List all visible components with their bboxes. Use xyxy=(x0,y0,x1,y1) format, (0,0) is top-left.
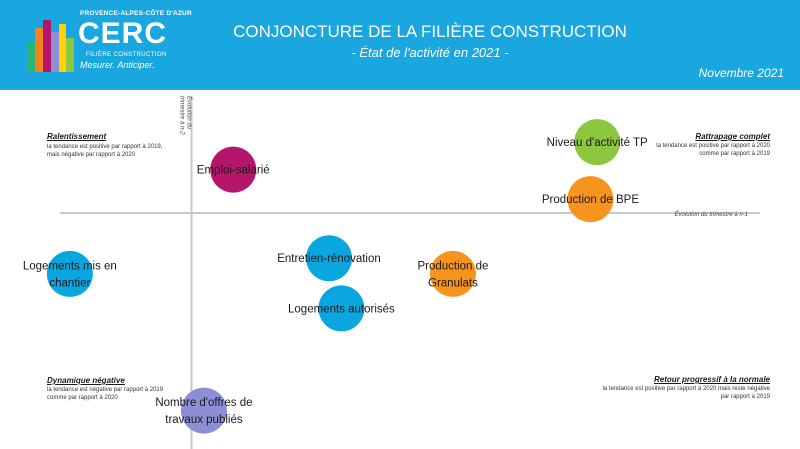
data-point-label-line: Entretien-rénovation xyxy=(277,253,381,265)
logo-tagline: Mesurer. Anticiper. xyxy=(80,60,155,70)
data-point-label: Nombre d'offres de travaux publiés xyxy=(155,397,252,426)
quadrant-title: Rattrapage complet xyxy=(695,132,770,141)
data-point-bubble xyxy=(306,235,353,282)
data-point-label: Production de BPE xyxy=(542,194,640,206)
quadrant-title: Ralentissement xyxy=(47,132,107,141)
data-point-label-line: Logements autorisés xyxy=(288,303,395,315)
data-point-label: Production de Granulats xyxy=(417,260,488,289)
cerc-logo: PROVENCE-ALPES-CÔTE D'AZUR CERC FILIÈRE … xyxy=(20,8,192,84)
building-bars-icon xyxy=(28,20,74,72)
data-point-bubble xyxy=(429,250,476,297)
quadrant-desc-line: comme par rapport à 2020 xyxy=(47,395,118,401)
data-point-label-line: Emploi-salarié xyxy=(197,165,270,177)
data-point-label: Logements autorisés xyxy=(288,303,395,315)
data-point-bubble xyxy=(567,176,614,223)
data-point-label-line: chantier xyxy=(49,277,90,289)
data-point-label: Entretien-rénovation xyxy=(277,253,381,265)
x-axis-label: Évolution du trimestre à n-1 xyxy=(675,211,748,218)
header-bar: PROVENCE-ALPES-CÔTE D'AZUR CERC FILIÈRE … xyxy=(0,0,800,90)
data-point-bubble xyxy=(46,250,93,297)
quadrant-desc-line: la tendance est positive par rapport à 2… xyxy=(656,143,770,149)
data-point-label-line: Production de xyxy=(417,260,488,272)
quadrant-desc-line: par rapport à 2019 xyxy=(720,394,770,400)
data-point-label-line: Niveau d'activité TP xyxy=(547,137,648,149)
y-axis-label-line: trimestre à n-2 xyxy=(179,96,185,135)
y-axis-label: Évolution dutrimestre à n-2 xyxy=(179,96,193,135)
logo-subtitle: FILIÈRE CONSTRUCTION xyxy=(86,52,167,58)
page-subtitle: - État de l'activité en 2021 - xyxy=(351,45,509,60)
data-point-label-line: Granulats xyxy=(428,277,478,289)
quadrant-desc-line: la tendance est positive par rapport à 2… xyxy=(602,386,770,392)
quadrant-desc-line: la tendance est positive par rapport à 2… xyxy=(47,144,163,150)
data-point-bubble xyxy=(210,146,257,193)
data-point-bubble xyxy=(180,387,227,434)
y-axis-label-line: Évolution du xyxy=(186,96,193,130)
logo-region: PROVENCE-ALPES-CÔTE D'AZUR xyxy=(80,10,192,17)
data-point-label-line: Production de BPE xyxy=(542,194,640,206)
report-date: Novembre 2021 xyxy=(698,66,784,80)
data-point-label-line: travaux publiés xyxy=(165,414,243,426)
quadrant-desc-line: mais négative par rapport à 2020 xyxy=(47,152,136,158)
quadrant-scatter-chart: Évolution du trimestre à n-1 Évolution du… xyxy=(23,96,760,449)
data-point-label: Emploi-salarié xyxy=(197,165,270,177)
quadrant-title: Dynamique négative xyxy=(47,376,125,385)
data-point-label-line: Nombre d'offres de xyxy=(155,397,252,409)
quadrant-desc-line: comme par rapport à 2019 xyxy=(699,151,770,157)
data-point-label: Niveau d'activité TP xyxy=(547,137,648,149)
quadrant-desc-line: la tendance est négative par rapport à 2… xyxy=(47,387,164,393)
data-point-label-line: Logements mis en xyxy=(23,260,117,272)
page-title: CONJONCTURE DE LA FILIÈRE CONSTRUCTION xyxy=(233,22,627,41)
data-point-bubble xyxy=(318,285,365,332)
data-point-label: Logements mis en chantier xyxy=(23,260,117,289)
logo-name: CERC xyxy=(78,17,168,50)
quadrant-title: Retour progressif à la normale xyxy=(653,375,770,384)
data-point-bubble xyxy=(574,119,621,166)
